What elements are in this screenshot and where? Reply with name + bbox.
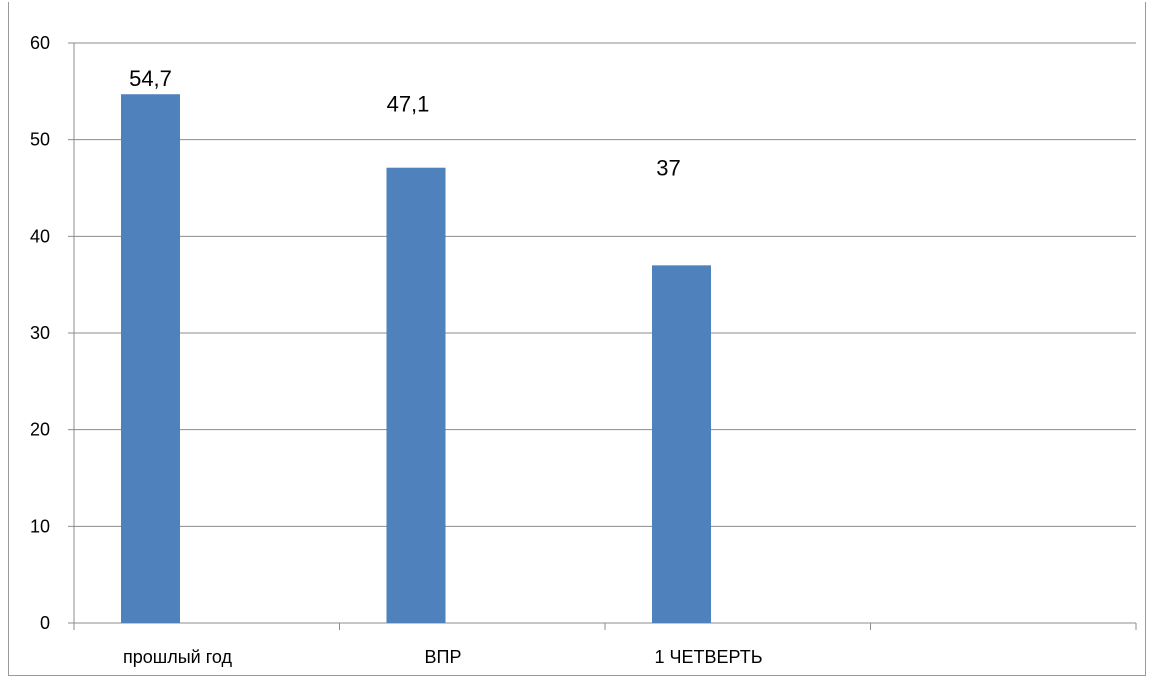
y-tick-label-0: 0 [40,613,50,633]
x-category-label-2: 1 ЧЕТВЕРТЬ [654,647,762,667]
data-label-1: 47,1 [387,92,430,117]
y-tick-label-5: 50 [30,130,50,150]
axes: 0 10 20 30 40 50 60 прошлый год ВПР 1 ЧЕТВЕРТЬ [30,33,1137,667]
chart-frame [8,2,1146,676]
bar-1 [386,167,446,623]
y-tick-label-3: 30 [30,323,50,343]
x-category-label-0: прошлый год [123,647,232,667]
bar-0 [121,94,180,623]
y-tick-label-2: 20 [30,420,50,440]
y-tick-label-1: 10 [30,516,50,536]
y-tick-label-6: 60 [30,33,50,53]
data-label-2: 37 [656,155,680,180]
bar-2 [652,265,711,623]
y-tick-label-4: 40 [30,226,50,246]
labels: 54,7 47,1 37 [129,66,681,180]
data-label-0: 54,7 [129,66,172,91]
x-category-label-1: ВПР [425,647,462,667]
bars [121,94,711,623]
gridlines [74,42,1136,527]
